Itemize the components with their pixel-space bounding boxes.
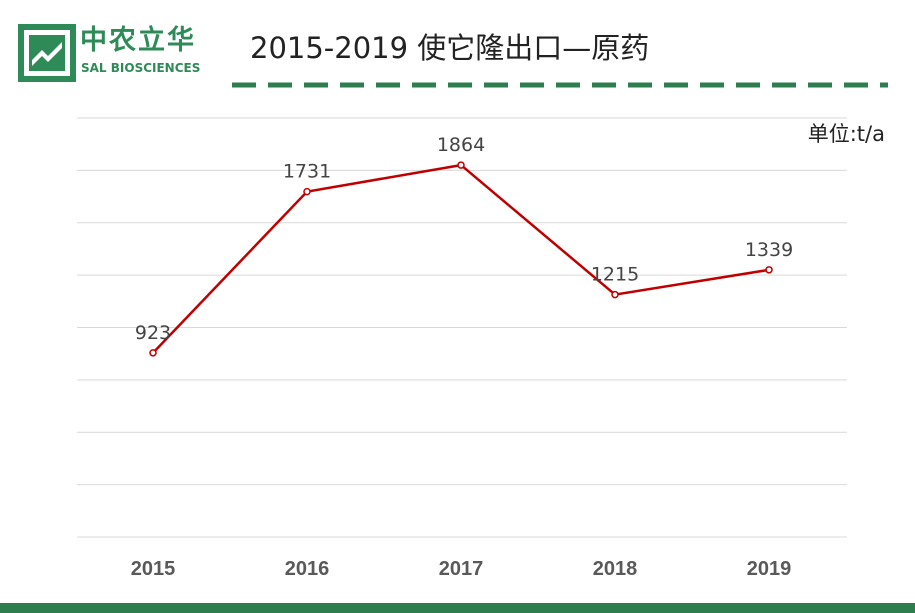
logo-mark-icon [18, 24, 76, 82]
footer-bar [0, 603, 915, 613]
series-line [152, 163, 770, 354]
x-tick-label: 2019 [747, 558, 792, 580]
x-tick-label: 2018 [593, 558, 638, 580]
line-chart: 923 1731 1864 1215 1339 2015 2016 2017 2018 2019 [77, 117, 847, 580]
data-point [457, 161, 465, 169]
company-logo: 中农立华 SAL BIOSCIENCES [18, 22, 218, 84]
title-underline-dashes [232, 82, 888, 88]
data-point [765, 266, 773, 274]
unit-label: 单位:t/a [807, 122, 885, 146]
data-points [149, 161, 773, 357]
x-axis-labels: 2015 2016 2017 2018 2019 [131, 558, 792, 580]
chart-gridlines [77, 117, 847, 538]
data-label: 923 [135, 322, 171, 344]
data-label: 1339 [745, 239, 793, 261]
logo-chinese-name: 中农立华 [80, 25, 196, 56]
data-labels: 923 1731 1864 1215 1339 [135, 134, 793, 344]
data-label: 1731 [283, 161, 331, 183]
data-point [303, 187, 311, 196]
data-point [149, 349, 157, 357]
logo-english-name: SAL BIOSCIENCES [81, 61, 201, 75]
x-tick-label: 2015 [131, 558, 176, 580]
x-tick-label: 2017 [439, 558, 484, 580]
data-label: 1215 [591, 264, 639, 286]
page-title: 2015-2019 使它隆出口—原药 [250, 31, 650, 65]
data-label: 1864 [437, 134, 485, 156]
data-point [611, 290, 619, 299]
x-tick-label: 2016 [285, 558, 330, 580]
